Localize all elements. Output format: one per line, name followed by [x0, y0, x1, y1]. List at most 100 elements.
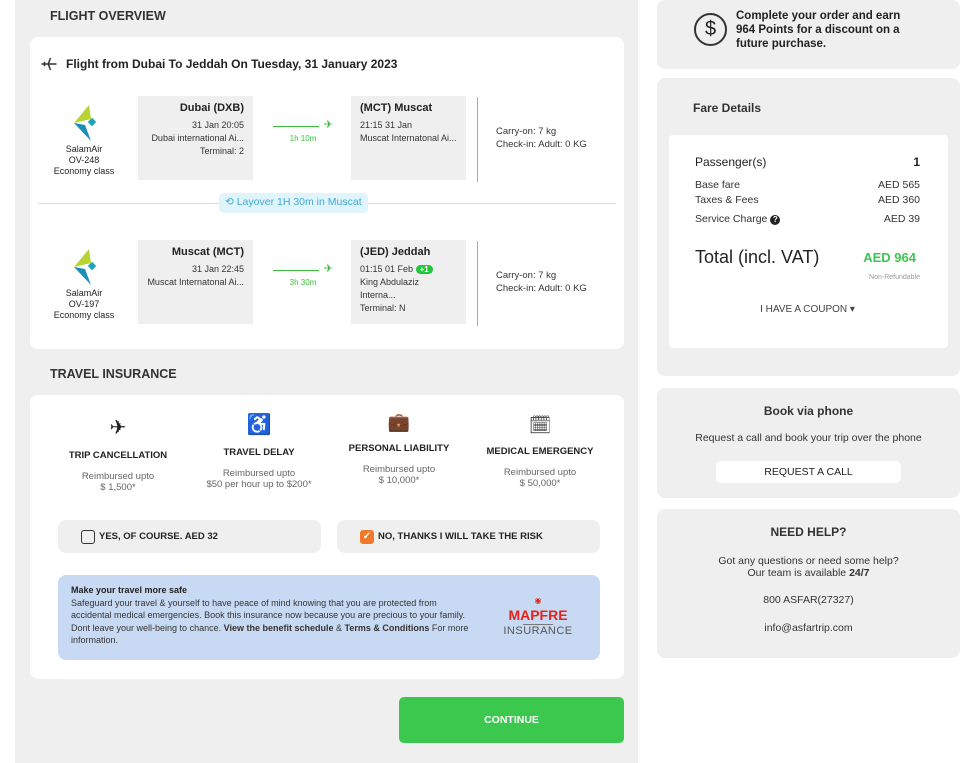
- benefit-travel-delay: ♿ TRAVEL DELAY Reimbursed upto $50 per hour…: [189, 412, 329, 490]
- info-tail: For more information.: [71, 622, 469, 646]
- total-label: Total (incl. VAT): [695, 247, 820, 267]
- arrival-city: (MCT) Muscat: [360, 102, 433, 114]
- flight-duration: ✈ 1h 10m: [273, 119, 333, 143]
- departure-airport: Muscat Internatonal Ai...: [147, 277, 244, 287]
- airline-logo: SalamAir OV-197 Economy class: [39, 249, 129, 321]
- coupon-toggle[interactable]: I HAVE A COUPON ▾: [695, 304, 920, 315]
- airline-logo: SalamAir OV-248 Economy class: [39, 105, 129, 177]
- plane-icon: ✈: [323, 263, 333, 275]
- help-phone[interactable]: 800 ASFAR(27327): [763, 594, 854, 606]
- airline-name: SalamAir: [65, 144, 103, 154]
- benefit-line: Reimbursed upto: [362, 464, 436, 475]
- taxes-value: AED 360: [877, 194, 920, 206]
- benefit-amount: $ 10,000*: [378, 475, 420, 486]
- taxes-label: Taxes & Fees: [695, 194, 759, 206]
- brand-name: MAPFRE: [508, 606, 568, 623]
- help-line: Got any questions or need some help?: [718, 555, 899, 567]
- need-help-card: NEED HELP? Got any questions or need som…: [657, 509, 960, 658]
- travel-insurance-heading: TRAVEL INSURANCE: [50, 367, 177, 381]
- help-hours: 24/7: [849, 567, 870, 579]
- baggage-info: Carry-on: 7 kg Check-in: Adult: 0 KG: [496, 125, 587, 151]
- flight-duration: ✈ 3h 30m: [273, 263, 333, 287]
- service-charge-label: Service Charge: [695, 213, 768, 225]
- benefit-line: Reimbursed upto: [81, 471, 155, 482]
- insurance-no-option[interactable]: ✓ NO, THANKS I WILL TAKE THE RISK: [337, 520, 600, 553]
- mapfre-logo: ◉ MAPFRE INSURANCE: [498, 595, 578, 637]
- next-day-badge: +1: [415, 265, 433, 274]
- help-email[interactable]: info@asfartrip.com: [764, 622, 853, 634]
- duration-text: 3h 30m: [289, 278, 317, 287]
- insurance-yes-option[interactable]: YES, OF COURSE. AED 32: [58, 520, 321, 553]
- cabin-class: Economy class: [53, 310, 115, 320]
- flight-number: OV-197: [68, 299, 100, 309]
- benefit-trip-cancellation: ✈ TRIP CANCELLATION Reimbursed upto $ 1,500…: [48, 415, 188, 493]
- flight-number: OV-248: [68, 155, 100, 165]
- divider: [477, 97, 478, 182]
- layover-badge: ⟲ Layover 1H 30m in Muscat: [219, 193, 368, 213]
- points-text: Complete your order and earn 964 Points …: [736, 10, 901, 50]
- arrival-box: (JED) Jeddah 01:15 01 Feb +1 King Abdula…: [351, 240, 466, 324]
- passengers-label: Passenger(s): [695, 155, 767, 169]
- check-in: Check-in: Adult: 0 KG: [496, 139, 587, 150]
- benefit-amount: $ 1,500*: [100, 482, 136, 493]
- benefit-amount: $ 50,000*: [519, 478, 561, 489]
- arrival-city: (JED) Jeddah: [360, 246, 431, 258]
- help-title: NEED HELP?: [770, 525, 847, 539]
- service-charge-value: AED 39: [883, 213, 920, 225]
- dollar-icon: $: [694, 13, 727, 46]
- arrival-time: 21:15 31 Jan: [360, 120, 413, 130]
- fare-title: Fare Details: [693, 101, 762, 115]
- option-label: YES, OF COURSE. AED 32: [99, 531, 218, 542]
- request-call-button[interactable]: REQUEST A CALL: [716, 461, 901, 483]
- stethoscope-calendar-icon: 🗓: [528, 415, 552, 435]
- help-icon[interactable]: ?: [770, 215, 781, 225]
- refund-status: Non-Refundable: [869, 274, 920, 281]
- coupon-label: I HAVE A COUPON: [760, 304, 848, 315]
- arrival-airport: Muscat Internatonal Ai...: [360, 133, 457, 143]
- info-amp: &: [336, 622, 343, 633]
- benefit-personal-liability: 💼 PERSONAL LIABILITY Reimbursed upto $ 10,0…: [329, 412, 469, 486]
- briefcase-icon: 💼: [387, 412, 411, 432]
- benefit-title: MEDICAL EMERGENCY: [486, 446, 594, 457]
- book-via-phone-card: Book via phone Request a call and book y…: [657, 388, 960, 498]
- phone-text: Request a call and book your trip over t…: [695, 432, 922, 444]
- continue-button[interactable]: CONTINUE: [399, 697, 624, 743]
- base-fare-label: Base fare: [695, 179, 740, 191]
- departure-city: Muscat (MCT): [171, 246, 244, 258]
- benefit-title: TRAVEL DELAY: [223, 447, 295, 458]
- layover-text: Layover 1H 30m in Muscat: [236, 196, 362, 208]
- seat-icon: ♿: [246, 414, 272, 436]
- benefit-schedule-link[interactable]: View the benefit schedule: [223, 622, 334, 633]
- passengers-count: 1: [913, 155, 920, 169]
- arrival-terminal: Terminal: N: [360, 303, 406, 313]
- flight-title: Flight from Dubai To Jeddah On Tuesday, …: [66, 57, 398, 71]
- departure-time: 31 Jan 22:45: [191, 264, 244, 274]
- salamair-logo-icon: [74, 249, 97, 285]
- checkbox[interactable]: [81, 529, 95, 544]
- base-fare-value: AED 565: [877, 179, 920, 191]
- insurance-info-box: Make your travel more safe Safeguard you…: [58, 575, 600, 660]
- total-value: AED 964: [863, 250, 916, 265]
- benefit-line: Reimbursed upto: [222, 468, 296, 479]
- check-in: Check-in: Adult: 0 KG: [496, 283, 587, 294]
- baggage-info: Carry-on: 7 kg Check-in: Adult: 0 KG: [496, 269, 587, 295]
- airplane-icon: [41, 57, 57, 71]
- checkbox-checked[interactable]: ✓: [360, 529, 374, 544]
- benefit-amount: $50 per hour up to $200*: [206, 479, 312, 490]
- fare-details-card: Fare Details Passenger(s) 1 Base fare AED …: [657, 78, 960, 376]
- arrival-airport: King Abdulaziz Interna...: [360, 277, 420, 300]
- cabin-class: Economy class: [53, 166, 115, 176]
- departure-box: Dubai (DXB) 31 Jan 20:05 Dubai internati…: [138, 96, 253, 180]
- caret-down-icon: ▾: [849, 304, 855, 315]
- info-text: Safeguard your travel & yourself to have…: [71, 597, 466, 633]
- terms-link[interactable]: Terms & Conditions: [344, 622, 430, 633]
- fare-breakdown: Passenger(s) 1 Base fare AED 565 Taxes & F…: [669, 135, 948, 348]
- insurance-card: ✈ TRIP CANCELLATION Reimbursed upto $ 1,500…: [30, 395, 624, 679]
- duration-text: 1h 10m: [289, 134, 317, 143]
- carry-on: Carry-on: 7 kg: [496, 270, 557, 281]
- brand-sub: INSURANCE: [503, 623, 573, 637]
- layover-icon: ⟲: [225, 196, 237, 208]
- benefit-line: Reimbursed upto: [503, 467, 577, 478]
- airplane-icon: ✈: [109, 417, 127, 439]
- salamair-logo-icon: [74, 105, 97, 141]
